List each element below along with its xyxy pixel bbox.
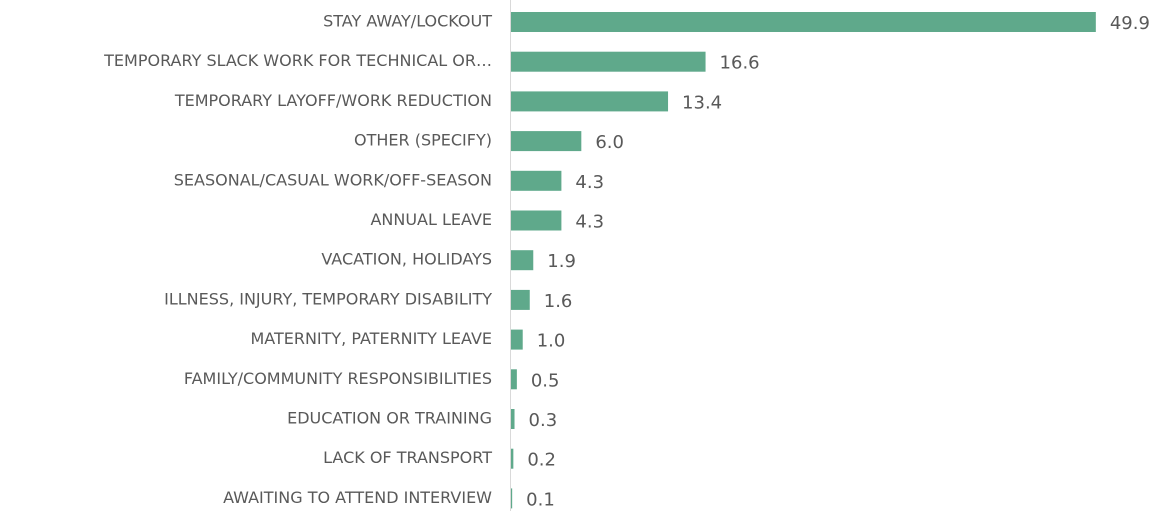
bar [511,329,523,350]
category-label: AWAITING TO ATTEND INTERVIEW [223,488,492,507]
category-label: ILLNESS, INJURY, TEMPORARY DISABILITY [164,289,492,308]
bar [511,170,562,191]
value-label: 0.1 [526,489,555,510]
category-label: LACK OF TRANSPORT [323,448,492,467]
category-label: VACATION, HOLIDAYS [321,250,492,269]
value-label: 0.5 [531,370,560,391]
value-label: 13.4 [682,92,722,113]
category-label: TEMPORARY LAYOFF/WORK REDUCTION [174,91,492,110]
bar [511,448,514,469]
category-label: EDUCATION OR TRAINING [287,409,492,428]
value-label: 6.0 [595,132,624,153]
category-label: ANNUAL LEAVE [370,210,492,229]
value-label: 1.6 [544,291,573,312]
value-label: 1.9 [547,251,576,272]
value-label: 0.2 [527,450,556,471]
value-label: 0.3 [529,410,558,431]
bar [511,369,517,390]
category-label: FAMILY/COMMUNITY RESPONSIBILITIES [184,369,492,388]
value-label: 4.3 [575,172,604,193]
bar [511,210,562,231]
value-label: 4.3 [575,212,604,233]
value-label: 1.0 [537,331,566,352]
bar [511,51,706,72]
category-label: MATERNITY, PATERNITY LEAVE [250,329,492,348]
category-label: OTHER (SPECIFY) [354,131,492,150]
bar [511,409,515,429]
bar [511,250,534,271]
value-label: 49.9 [1110,13,1150,34]
category-label: STAY AWAY/LOCKOUT [323,12,492,31]
bar [511,289,530,310]
bar [511,488,513,509]
bar [511,131,582,152]
bar [511,12,1096,32]
bar [511,91,669,112]
category-label: TEMPORARY SLACK WORK FOR TECHNICAL OR… [103,51,492,70]
value-label: 16.6 [720,53,760,74]
category-label: SEASONAL/CASUAL WORK/OFF-SEASON [174,170,492,189]
